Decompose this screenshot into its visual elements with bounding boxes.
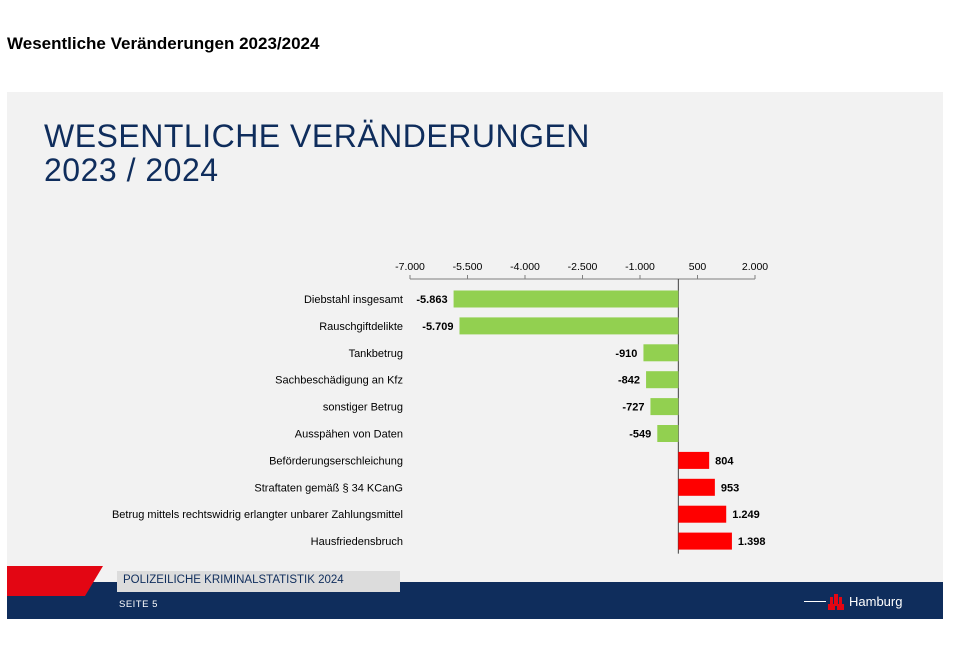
bar xyxy=(650,398,679,416)
data-label: -727 xyxy=(622,402,644,414)
category-label: Sachbeschädigung an Kfz xyxy=(275,375,403,387)
bar xyxy=(459,317,679,335)
category-label: Beförderungserschleichung xyxy=(269,455,403,467)
x-axis-tick-label: 500 xyxy=(689,261,707,273)
bar xyxy=(678,532,732,550)
x-axis-tick-label: 2.000 xyxy=(742,261,768,273)
footer-label: POLIZEILICHE KRIMINALSTATISTIK 2024 xyxy=(123,574,344,586)
x-axis-tick-label: -7.000 xyxy=(395,261,425,273)
category-label: Hausfriedensbruch xyxy=(311,536,403,548)
page-heading: Wesentliche Veränderungen 2023/2024 xyxy=(7,34,320,53)
slide: WESENTLICHE VERÄNDERUNGEN 2023 / 2024 -7… xyxy=(7,92,943,619)
category-label: Ausspähen von Daten xyxy=(295,429,403,441)
bar xyxy=(657,425,679,442)
slide-title-line-1: WESENTLICHE VERÄNDERUNGEN xyxy=(44,118,590,154)
bar xyxy=(678,505,727,523)
x-axis-tick-label: -5.500 xyxy=(453,261,483,273)
x-axis-tick-label: -1.000 xyxy=(625,261,655,273)
data-label: 953 xyxy=(721,482,739,494)
logo-line xyxy=(804,600,826,602)
data-label: -842 xyxy=(618,375,640,387)
data-label: -5.709 xyxy=(422,321,453,333)
slide-title: WESENTLICHE VERÄNDERUNGEN 2023 / 2024 xyxy=(44,119,590,187)
data-label: -910 xyxy=(615,348,637,360)
footer-label-box: POLIZEILICHE KRIMINALSTATISTIK 2024 xyxy=(117,571,400,592)
category-label: Straftaten gemäß § 34 KCanG xyxy=(254,482,403,494)
category-label: Betrug mittels rechtswidrig erlangter un… xyxy=(112,509,403,521)
red-wedge-decoration xyxy=(7,566,103,596)
hamburg-castle-icon xyxy=(828,594,844,610)
bar xyxy=(678,451,710,469)
bar xyxy=(643,344,679,362)
category-label: Tankbetrug xyxy=(349,348,403,360)
data-label: -5.863 xyxy=(416,294,447,306)
category-label: Rauschgiftdelikte xyxy=(319,321,403,333)
data-label: 804 xyxy=(715,455,734,467)
hamburg-logo: Hamburg xyxy=(804,590,902,612)
bar xyxy=(453,290,679,308)
bar-chart: -7.000 -5.500 -4.000 -2.500 -1.000 500 2.000 Di… xyxy=(112,261,768,554)
data-label: 1.249 xyxy=(732,509,760,521)
bar xyxy=(678,478,715,496)
category-label: sonstiger Betrug xyxy=(323,402,403,414)
slide-title-line-2: 2023 / 2024 xyxy=(44,152,219,188)
bar xyxy=(646,371,679,389)
x-axis-tick-label: -2.500 xyxy=(568,261,598,273)
hamburg-wordmark: Hamburg xyxy=(849,593,903,609)
data-label: -549 xyxy=(629,429,651,441)
x-axis-tick-label: -4.000 xyxy=(510,261,540,273)
category-label: Diebstahl insgesamt xyxy=(304,294,403,306)
data-label: 1.398 xyxy=(738,536,766,548)
footer-page-number: SEITE 5 xyxy=(119,599,158,610)
